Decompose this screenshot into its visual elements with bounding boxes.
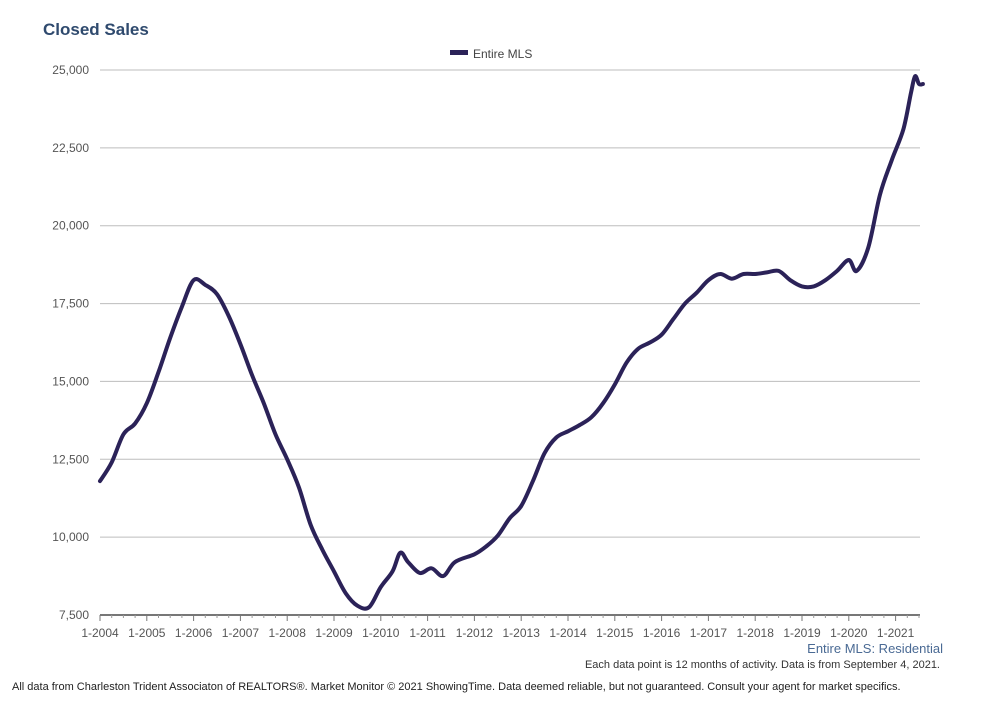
- series-line-entire-mls: [98, 74, 925, 611]
- x-tick-label: 1-2021: [877, 626, 915, 640]
- x-tick-label: 1-2016: [643, 626, 681, 640]
- y-tick-label: 7,500: [59, 608, 89, 622]
- chart-title: Closed Sales: [43, 20, 149, 39]
- legend-swatch: [450, 50, 468, 55]
- x-tick-label: 1-2019: [783, 626, 821, 640]
- x-tick-label: 1-2020: [830, 626, 868, 640]
- x-tick-label: 1-2017: [690, 626, 728, 640]
- y-tick-label: 10,000: [52, 530, 89, 544]
- y-tick-label: 22,500: [52, 141, 89, 155]
- y-tick-label: 12,500: [52, 452, 89, 466]
- series-caption: Entire MLS: Residential: [807, 641, 943, 656]
- x-tick-label: 1-2018: [737, 626, 775, 640]
- x-tick-label: 1-2013: [503, 626, 541, 640]
- x-tick-label: 1-2012: [456, 626, 494, 640]
- footer-disclaimer: All data from Charleston Trident Associa…: [12, 681, 901, 693]
- y-tick-label: 25,000: [52, 63, 89, 77]
- x-tick-label: 1-2011: [409, 626, 446, 640]
- x-tick-label: 1-2007: [222, 626, 260, 640]
- x-tick-label: 1-2010: [362, 626, 400, 640]
- x-tick-label: 1-2008: [269, 626, 307, 640]
- y-tick-label: 17,500: [52, 297, 89, 311]
- legend: Entire MLS: [450, 47, 532, 61]
- x-tick-label: 1-2015: [596, 626, 634, 640]
- y-axis-ticks: 25,000 22,500 20,000 17,500 15,000 12,500 10,0…: [52, 63, 89, 622]
- x-tick-label: 1-2014: [549, 626, 587, 640]
- x-tick-label: 1-2009: [315, 626, 353, 640]
- x-tick-label: 1-2006: [175, 626, 213, 640]
- x-tick-label: 1-2005: [128, 626, 166, 640]
- x-tick-label: 1-2004: [81, 626, 119, 640]
- y-tick-label: 20,000: [52, 219, 89, 233]
- x-axis: 1-2004 1-2005 1-2006 1-2007 1-2008 1-2009 1-20…: [81, 614, 920, 640]
- data-note: Each data point is 12 months of activity…: [584, 659, 940, 671]
- legend-label: Entire MLS: [473, 47, 532, 61]
- y-tick-label: 15,000: [52, 374, 89, 388]
- grid-lines: [100, 69, 920, 538]
